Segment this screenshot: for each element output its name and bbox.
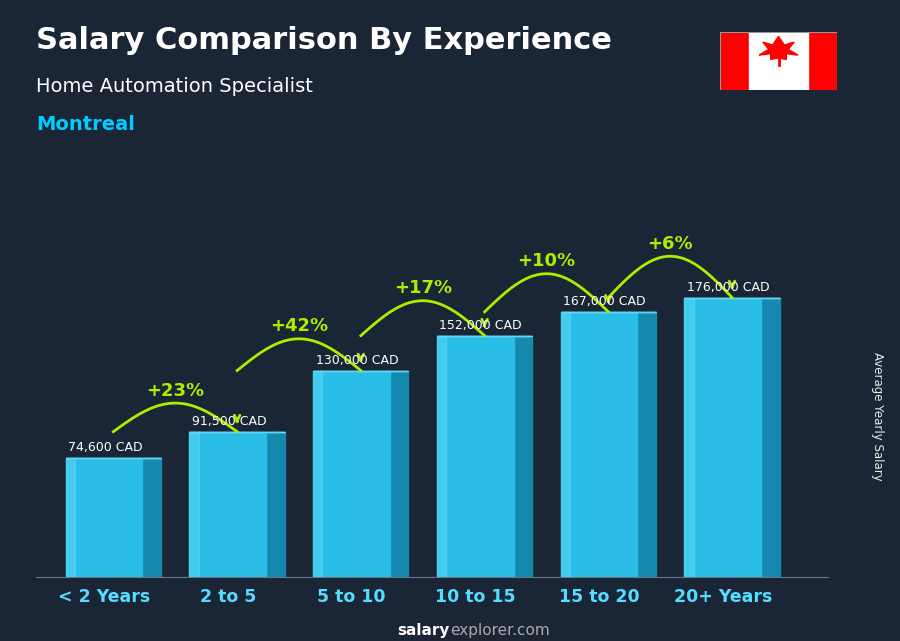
Bar bbox=[720, 32, 749, 90]
Text: +42%: +42% bbox=[270, 317, 328, 335]
Bar bbox=[437, 336, 446, 577]
Bar bbox=[313, 370, 390, 577]
Polygon shape bbox=[761, 297, 779, 577]
Text: +17%: +17% bbox=[393, 279, 452, 297]
Polygon shape bbox=[266, 431, 284, 577]
Bar bbox=[189, 431, 199, 577]
Text: 130,000 CAD: 130,000 CAD bbox=[316, 354, 399, 367]
Text: Average Yearly Salary: Average Yearly Salary bbox=[871, 353, 884, 481]
Bar bbox=[66, 458, 142, 577]
Bar bbox=[66, 458, 75, 577]
Bar bbox=[685, 297, 694, 577]
Text: +6%: +6% bbox=[647, 235, 693, 253]
Polygon shape bbox=[514, 336, 532, 577]
Text: 152,000 CAD: 152,000 CAD bbox=[439, 319, 522, 331]
Text: 167,000 CAD: 167,000 CAD bbox=[563, 295, 646, 308]
Text: 74,600 CAD: 74,600 CAD bbox=[68, 442, 143, 454]
Polygon shape bbox=[637, 312, 656, 577]
Bar bbox=[437, 336, 514, 577]
Text: 176,000 CAD: 176,000 CAD bbox=[687, 281, 770, 294]
Bar bbox=[313, 370, 322, 577]
Polygon shape bbox=[142, 458, 161, 577]
Polygon shape bbox=[390, 370, 409, 577]
Bar bbox=[189, 431, 266, 577]
Bar bbox=[561, 312, 637, 577]
Bar bbox=[749, 32, 808, 90]
Bar bbox=[561, 312, 570, 577]
Bar bbox=[685, 297, 761, 577]
Polygon shape bbox=[759, 37, 798, 60]
Text: +10%: +10% bbox=[518, 253, 575, 271]
Text: Montreal: Montreal bbox=[36, 115, 135, 135]
Text: salary: salary bbox=[398, 622, 450, 638]
Text: +23%: +23% bbox=[146, 382, 204, 400]
Text: 91,500 CAD: 91,500 CAD bbox=[192, 415, 266, 428]
Bar bbox=[808, 32, 837, 90]
Text: explorer.com: explorer.com bbox=[450, 622, 550, 638]
Text: Salary Comparison By Experience: Salary Comparison By Experience bbox=[36, 26, 612, 54]
Text: Home Automation Specialist: Home Automation Specialist bbox=[36, 77, 313, 96]
